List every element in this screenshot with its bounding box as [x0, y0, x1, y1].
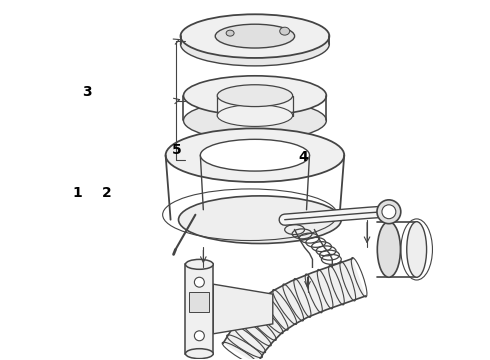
Bar	[185, 264, 213, 354]
Ellipse shape	[215, 24, 294, 48]
Ellipse shape	[382, 205, 396, 219]
Bar	[190, 292, 209, 312]
Ellipse shape	[377, 222, 400, 277]
Text: 1: 1	[73, 185, 82, 199]
Ellipse shape	[183, 100, 326, 140]
Ellipse shape	[195, 277, 204, 287]
Text: 3: 3	[82, 85, 92, 99]
Ellipse shape	[180, 14, 329, 58]
Ellipse shape	[280, 27, 290, 35]
Text: 4: 4	[298, 150, 308, 164]
Ellipse shape	[377, 200, 401, 224]
Text: 5: 5	[172, 143, 182, 157]
Ellipse shape	[217, 105, 293, 126]
Ellipse shape	[178, 196, 341, 243]
Ellipse shape	[183, 76, 326, 116]
Ellipse shape	[185, 260, 213, 269]
Ellipse shape	[407, 222, 427, 277]
Ellipse shape	[185, 349, 213, 359]
Ellipse shape	[217, 85, 293, 107]
Ellipse shape	[180, 22, 329, 66]
Polygon shape	[213, 284, 273, 334]
Ellipse shape	[166, 129, 344, 182]
Ellipse shape	[226, 30, 234, 36]
Ellipse shape	[195, 331, 204, 341]
Ellipse shape	[200, 139, 310, 171]
Text: 2: 2	[101, 185, 111, 199]
Polygon shape	[223, 258, 366, 360]
